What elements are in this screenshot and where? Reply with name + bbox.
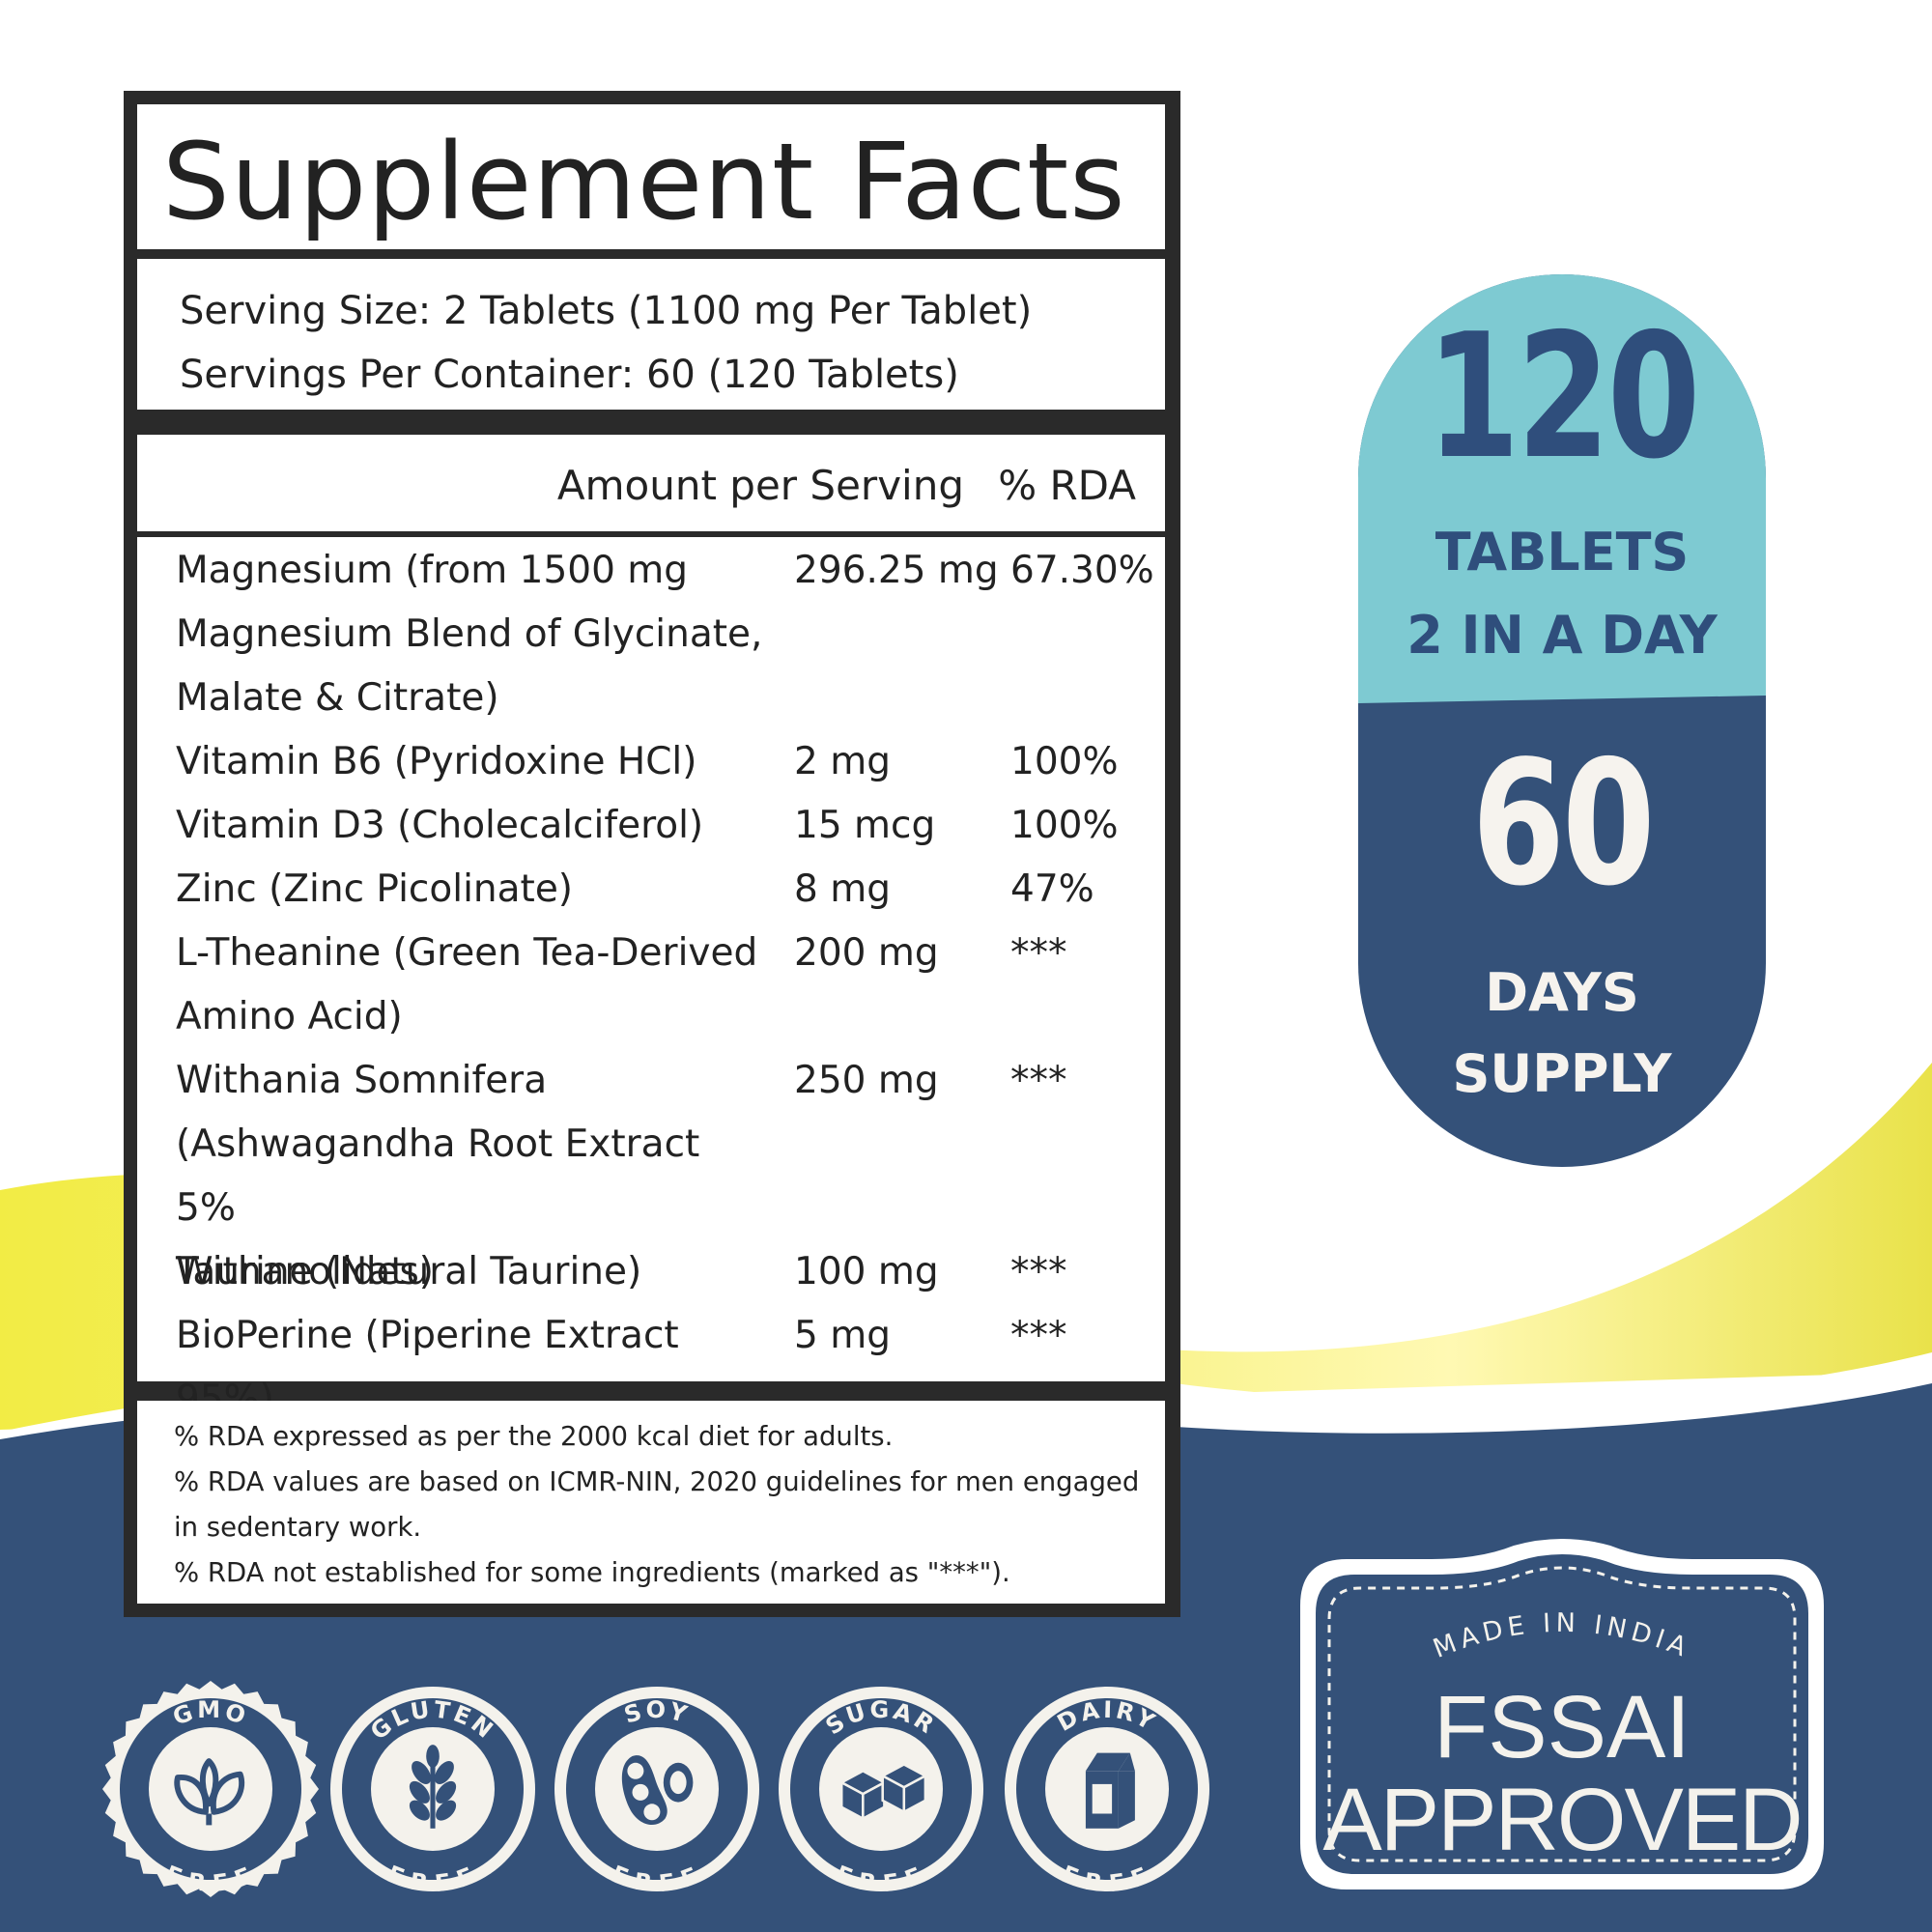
- ingredient-row: Vitamin B6 (Pyridoxine HCl) 2 mg 100%: [137, 730, 1165, 794]
- ingredient-name: Magnesium (from 1500 mg Magnesium Blend …: [176, 549, 763, 720]
- ingredient-name: BioPerine (Piperine Extract 95%): [176, 1314, 679, 1421]
- days-count: 60: [1471, 724, 1656, 923]
- milk-carton-icon: [1085, 1752, 1135, 1829]
- footnotes-box: % RDA expressed as per the 2000 kcal die…: [137, 1401, 1165, 1604]
- supplement-facts-panel: Supplement Facts Serving Size: 2 Tablets…: [124, 91, 1180, 1617]
- supply-label: SUPPLY: [1452, 1043, 1672, 1104]
- fssai-approved-badge: MADE IN INDIA FSSAI APPROVED: [1287, 1538, 1837, 1897]
- servings-per-container: Servings Per Container: 60 (120 Tablets): [180, 353, 959, 397]
- column-header-amount: Amount per Serving: [556, 462, 964, 509]
- ingredient-row: BioPerine (Piperine Extract 95%) 5 mg ***: [137, 1304, 1165, 1421]
- ingredient-amount: 5 mg: [794, 1314, 891, 1357]
- facts-title-box: Supplement Facts: [137, 104, 1165, 249]
- fssai-approved: APPROVED: [1322, 1771, 1803, 1869]
- ingredient-name: Vitamin D3 (Cholecalciferol): [176, 804, 704, 847]
- badge-gluten-free: GLUTEN FREE: [321, 1677, 545, 1901]
- ingredient-amount: 250 mg: [794, 1059, 939, 1102]
- serving-info-box: Serving Size: 2 Tablets (1100 mg Per Tab…: [137, 259, 1165, 410]
- ingredient-amount: 296.25 mg: [794, 549, 999, 592]
- soybean-icon: [621, 1755, 694, 1826]
- ingredient-name: L-Theanine (Green Tea-Derived Amino Acid…: [176, 931, 758, 1038]
- footnote: % RDA not established for some ingredien…: [174, 1557, 1010, 1588]
- ingredient-rda: 47%: [1010, 867, 1094, 911]
- facts-title: Supplement Facts: [162, 120, 1126, 243]
- ingredient-row: Magnesium (from 1500 mg Magnesium Blend …: [137, 539, 1165, 730]
- ingredient-rda: 100%: [1010, 740, 1119, 783]
- ingredient-table: Magnesium (from 1500 mg Magnesium Blend …: [137, 537, 1165, 1421]
- ingredient-name: Vitamin B6 (Pyridoxine HCl): [176, 740, 697, 783]
- fssai-frame: MADE IN INDIA: [1300, 1539, 1824, 1889]
- ingredient-rda: ***: [1010, 931, 1067, 975]
- wheat-icon: [409, 1745, 457, 1829]
- ingredient-amount: 100 mg: [794, 1250, 939, 1293]
- fssai-title: FSSAI: [1434, 1678, 1690, 1776]
- badge-soy-free: SOY FREE: [545, 1677, 769, 1901]
- leaf-icon: [174, 1758, 245, 1826]
- badge-dairy-free: DAIRY FREE: [995, 1677, 1219, 1901]
- ingredient-amount: 200 mg: [794, 931, 939, 975]
- ingredient-rda: 67.30%: [1010, 549, 1154, 592]
- ingredient-row: Zinc (Zinc Picolinate) 8 mg 47%: [137, 858, 1165, 922]
- ingredient-rda: ***: [1010, 1250, 1067, 1293]
- footnote: % RDA expressed as per the 2000 kcal die…: [174, 1421, 894, 1452]
- ingredient-row: L-Theanine (Green Tea-Derived Amino Acid…: [137, 922, 1165, 1049]
- ingredient-name: Taurine (Natural Taurine): [176, 1250, 642, 1293]
- tablet-count: 120: [1426, 297, 1701, 497]
- days-label: DAYS: [1485, 962, 1639, 1023]
- tablets-label: TABLETS: [1435, 522, 1690, 582]
- badge-gmo-free: GMO FREE: [99, 1677, 323, 1901]
- footnote: in sedentary work.: [174, 1512, 422, 1543]
- ingredient-name: Withania Somnifera (Ashwagandha Root Ext…: [176, 1059, 700, 1293]
- ingredient-row: Taurine (Natural Taurine) 100 mg ***: [137, 1240, 1165, 1304]
- ingredient-rda: ***: [1010, 1314, 1067, 1357]
- ingredient-rda: ***: [1010, 1059, 1067, 1102]
- footnote: % RDA values are based on ICMR-NIN, 2020…: [174, 1466, 1140, 1497]
- ingredient-amount: 15 mcg: [794, 804, 936, 847]
- ingredient-amount: 2 mg: [794, 740, 891, 783]
- ingredient-rda: 100%: [1010, 804, 1119, 847]
- table-header: Amount per Serving % RDA: [137, 435, 1165, 531]
- ingredient-name: Zinc (Zinc Picolinate): [176, 867, 574, 911]
- ingredient-amount: 8 mg: [794, 867, 891, 911]
- badge-sugar-free: SUGAR FREE: [769, 1677, 993, 1901]
- sugar-cube-icon: [838, 1763, 928, 1821]
- capsule-shape: [1358, 274, 1766, 1167]
- capsule-graphic: 120 TABLETS 2 IN A DAY 60 DAYS SUPPLY: [1358, 274, 1766, 1167]
- column-header-rda: % RDA: [998, 462, 1136, 509]
- serving-size: Serving Size: 2 Tablets (1100 mg Per Tab…: [180, 289, 1033, 333]
- ingredient-row: Withania Somnifera (Ashwagandha Root Ext…: [137, 1049, 1165, 1293]
- ingredient-row: Vitamin D3 (Cholecalciferol) 15 mcg 100%: [137, 794, 1165, 858]
- dosage-label: 2 IN A DAY: [1406, 605, 1718, 666]
